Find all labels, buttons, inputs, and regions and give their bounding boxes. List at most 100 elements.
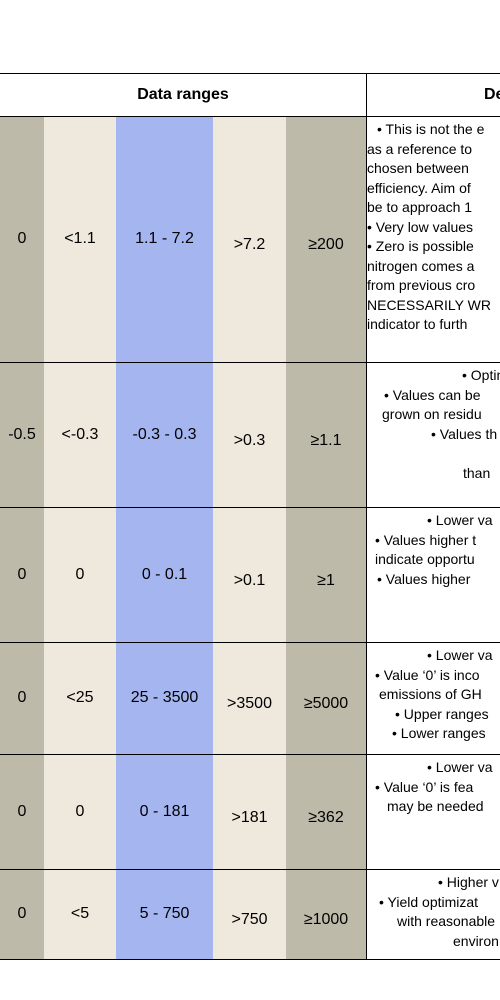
low-range-cell: 0	[44, 754, 116, 869]
table-row: 0 <5 5 - 750 >750 ≥1000 • Higher v • Yield opt…	[0, 869, 500, 959]
cell-value: 0	[17, 565, 27, 583]
cell-value: -0.5	[8, 425, 36, 443]
max-value-cell: ≥1.1	[286, 362, 366, 507]
high-range-cell: >750	[213, 869, 286, 959]
description-line: indicate opportu	[375, 551, 475, 567]
description-line: emissions of GH	[379, 686, 482, 702]
high-range-cell: >3500	[213, 642, 286, 754]
target-range-cell: 5 - 750	[116, 869, 213, 959]
description-line: • Value ‘0’ is fea	[375, 778, 474, 795]
table-bottom-border	[0, 959, 500, 960]
high-range-cell: >0.1	[213, 507, 286, 642]
max-value-cell: ≥200	[286, 116, 366, 362]
description-line: • Optin	[462, 367, 500, 383]
row-divider	[0, 642, 500, 643]
description-line: • Values can be	[384, 386, 481, 403]
description-line: • Values higher	[377, 570, 471, 587]
high-range-cell: >7.2	[213, 116, 286, 362]
cell-value: ≥1	[317, 571, 335, 589]
description-line: • Value ‘0’ is inco	[375, 666, 480, 683]
description-line: • Lower ranges	[392, 725, 486, 741]
min-value-cell: 0	[0, 869, 44, 959]
target-range-cell: 1.1 - 7.2	[116, 116, 213, 362]
cell-value: <-0.3	[61, 425, 99, 443]
column-divider	[366, 73, 367, 960]
cell-value: >3500	[227, 695, 272, 712]
table-row: 0 <25 25 - 3500 >3500 ≥5000 • Lower va • Value…	[0, 642, 500, 754]
high-range-cell: >0.3	[213, 362, 286, 507]
table-top-border	[0, 73, 500, 74]
description-line: efficiency. Aim of	[367, 179, 471, 196]
low-range-cell: <5	[44, 869, 116, 959]
description-line: • Very low values	[367, 218, 474, 235]
description-line: • Upper ranges	[395, 705, 489, 722]
description-line: grown on residu	[382, 406, 482, 422]
cell-value: ≥1.1	[310, 431, 342, 449]
table-row: 0 0 0 - 0.1 >0.1 ≥1 • Lower va • Values higher…	[0, 507, 500, 642]
description-line: • This is not the e	[377, 121, 485, 137]
cell-value: <25	[66, 689, 94, 706]
description-line: • Values th	[431, 425, 498, 442]
description-cell: • Higher v • Yield optimizat with reasonab…	[367, 869, 500, 959]
target-range-cell: 0 - 181	[116, 754, 213, 869]
target-range-cell: 0 - 0.1	[116, 507, 213, 642]
description-line: environ	[453, 932, 499, 949]
description-line: • Zero is possible	[367, 238, 474, 254]
low-range-cell: <1.1	[44, 116, 116, 362]
table-row: 0 0 0 - 181 >181 ≥362 • Lower va • Value ‘0’ i…	[0, 754, 500, 869]
description-cell: • Lower va • Value ‘0’ is fea may be neede…	[367, 754, 500, 869]
description-line: • Higher v	[438, 874, 499, 890]
cell-value: >750	[231, 911, 268, 928]
cell-value: >181	[231, 808, 268, 826]
min-value-cell: -0.5	[0, 362, 44, 507]
description-line: indicator to furth	[367, 316, 468, 332]
description-line: nitrogen comes a	[367, 257, 475, 274]
cell-value: 0	[17, 802, 27, 820]
high-range-cell: >181	[213, 754, 286, 869]
cell-value: 0	[17, 905, 27, 922]
max-value-cell: ≥362	[286, 754, 366, 869]
cell-value: ≥362	[308, 808, 344, 826]
min-value-cell: 0	[0, 754, 44, 869]
description-line: • Lower va	[427, 512, 493, 528]
header-divider	[0, 116, 500, 117]
row-divider	[0, 507, 500, 508]
description-line: from previous cro	[367, 277, 476, 293]
description-line: • Yield optimizat	[379, 893, 479, 910]
description-line: as a reference to	[367, 140, 473, 157]
row-divider	[0, 869, 500, 870]
data-ranges-header: Data ranges	[137, 86, 229, 103]
cell-value: 5 - 750	[139, 905, 190, 922]
target-range-cell: 25 - 3500	[116, 642, 213, 754]
description-line: than	[463, 464, 491, 481]
cell-value: 0	[75, 802, 85, 820]
target-range-cell: -0.3 - 0.3	[116, 362, 213, 507]
description-cell: • Lower va • Value ‘0’ is inco emissions o…	[367, 642, 500, 754]
cell-value: ≥1000	[303, 911, 349, 928]
low-range-cell: 0	[44, 507, 116, 642]
min-value-cell: 0	[0, 507, 44, 642]
cell-value: 0	[17, 230, 27, 247]
cell-value: >0.3	[233, 431, 266, 449]
row-divider	[0, 754, 500, 755]
description-line: • Values higher t	[375, 531, 477, 548]
low-range-cell: <-0.3	[44, 362, 116, 507]
min-value-cell: 0	[0, 116, 44, 362]
cell-value: 0	[17, 689, 27, 706]
description-line: may be needed	[387, 798, 484, 814]
cell-value: -0.3 - 0.3	[132, 425, 197, 443]
table-row: -0.5 <-0.3 -0.3 - 0.3 >0.3 ≥1.1 • Optin • Valu…	[0, 362, 500, 507]
cell-value: 1.1 - 7.2	[135, 230, 194, 247]
min-value-cell: 0	[0, 642, 44, 754]
description-line: NECESSARILY WR	[367, 296, 491, 313]
cell-value: >0.1	[233, 571, 266, 589]
cell-value: 0 - 0.1	[141, 565, 188, 583]
low-range-cell: <25	[44, 642, 116, 754]
description-header: De	[484, 86, 500, 103]
row-divider	[0, 362, 500, 363]
description-cell: • This is not the e as a reference to chos…	[367, 116, 500, 362]
cell-value: 0 - 181	[139, 802, 190, 820]
description-cell: • Lower va • Values higher t indicate oppo…	[367, 507, 500, 642]
description-line: chosen between	[367, 160, 469, 176]
description-line: • Lower va	[427, 759, 493, 775]
